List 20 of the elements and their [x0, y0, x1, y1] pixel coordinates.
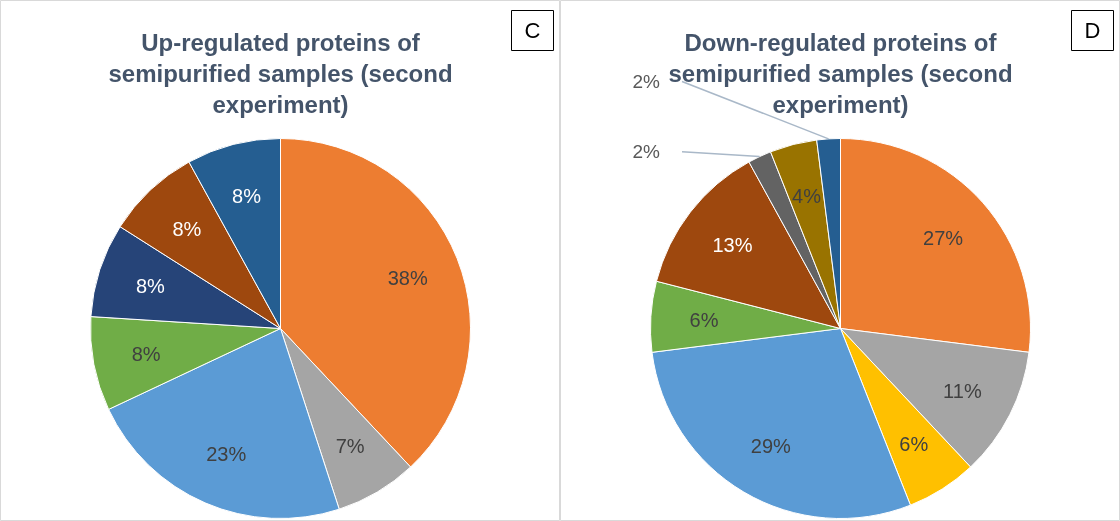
data-label: 8%: [172, 217, 202, 240]
data-label: 8%: [135, 275, 166, 298]
chart-title: Up-regulated proteins of semipurified samples (second experiment): [108, 28, 453, 118]
data-label: 27%: [923, 227, 964, 250]
data-label: 38%: [387, 267, 428, 290]
text: D: [1084, 18, 1101, 43]
data-label: 23%: [206, 443, 247, 466]
data-label: 2%: [632, 141, 661, 163]
data-label: 8%: [232, 185, 262, 207]
data-label: 29%: [750, 435, 792, 458]
data-label: 2%: [632, 71, 661, 92]
data-label: 7%: [335, 435, 365, 458]
data-label: 6%: [899, 433, 929, 455]
data-label: 6%: [689, 308, 719, 331]
data-label: 4%: [792, 185, 822, 207]
chart-title: Down-regulated proteins of semipurified samples (second experiment): [668, 28, 1013, 118]
text: C: [524, 18, 541, 43]
data-label: 8%: [131, 343, 161, 366]
data-label: 11%: [943, 379, 982, 402]
data-label: 13%: [712, 233, 753, 256]
